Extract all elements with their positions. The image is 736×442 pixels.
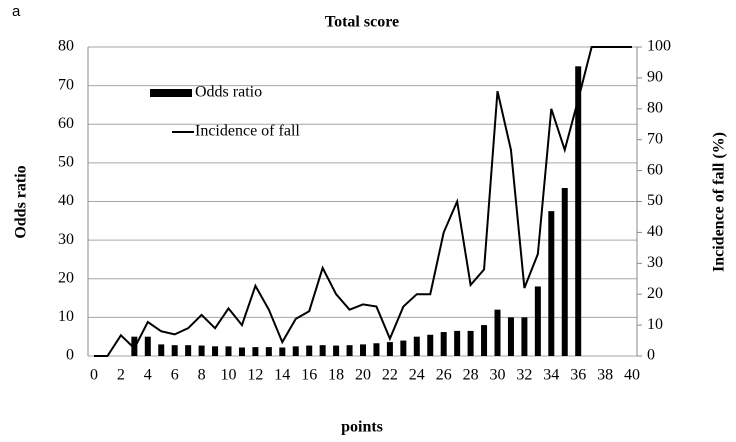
bar (360, 344, 366, 356)
x-tick-label: 16 (301, 367, 317, 384)
y-tick-label: 50 (58, 154, 74, 171)
bar (212, 346, 219, 356)
bar (144, 336, 151, 356)
y-axis-label: Odds ratio (13, 165, 30, 238)
bar (521, 317, 528, 356)
bar (306, 345, 313, 356)
bar (198, 345, 205, 356)
legend-label: Odds ratio (195, 84, 262, 101)
y-tick-label: 60 (58, 115, 74, 132)
bar (252, 347, 259, 356)
y2-axis-label: Incidence of fall (%) (711, 132, 728, 272)
y-tick-label: 0 (66, 347, 74, 364)
y2-tick-label: 70 (647, 130, 663, 147)
x-tick-label: 22 (382, 367, 398, 384)
x-tick-label: 26 (436, 367, 452, 384)
y-tick-label: 40 (58, 192, 74, 209)
bar (507, 317, 514, 356)
bar (171, 345, 178, 356)
x-tick-label: 28 (463, 367, 479, 384)
x-tick-label: 24 (409, 367, 425, 384)
bar (494, 309, 501, 356)
bar (333, 345, 340, 356)
legend-label: Incidence of fall (195, 123, 300, 140)
y-tick-label: 10 (58, 308, 74, 325)
y2-tick-label: 100 (647, 38, 671, 55)
y2-tick-label: 30 (647, 254, 663, 271)
y2-tick-label: 20 (647, 285, 663, 302)
y2-tick-label: 90 (647, 69, 663, 86)
x-tick-label: 30 (490, 367, 506, 384)
panel-label: a (12, 3, 21, 20)
x-axis-label: points (341, 419, 383, 436)
bar (467, 330, 474, 356)
bar (413, 336, 420, 356)
y2-tick-label: 10 (647, 316, 663, 333)
y-tick-label: 20 (58, 269, 74, 286)
x-tick-label: 18 (328, 367, 344, 384)
bar (548, 211, 555, 356)
bar (575, 66, 582, 356)
y-tick-label: 70 (58, 76, 74, 93)
x-tick-label: 34 (543, 367, 559, 384)
bar (373, 343, 380, 356)
x-tick-label: 36 (570, 367, 586, 384)
x-tick-label: 4 (144, 367, 152, 384)
legend-swatch (150, 89, 192, 97)
x-tick-label: 32 (516, 367, 532, 384)
line (94, 46, 632, 357)
x-tick-label: 38 (597, 367, 613, 384)
x-tick-label: 40 (624, 367, 640, 384)
x-tick-label: 8 (198, 367, 206, 384)
bar (346, 345, 353, 356)
y2-tick-label: 60 (647, 161, 663, 178)
y2-tick-label: 80 (647, 99, 663, 116)
x-tick-label: 12 (247, 367, 263, 384)
y2-tick-label: 0 (647, 347, 655, 364)
bar (561, 187, 568, 356)
x-tick-label: 20 (355, 367, 371, 384)
y2-tick-label: 40 (647, 223, 663, 240)
bar (481, 325, 488, 356)
x-tick-label: 14 (274, 367, 290, 384)
bar (386, 342, 393, 356)
bar (238, 347, 245, 356)
x-tick-label: 2 (117, 367, 125, 384)
bar (185, 345, 192, 356)
bar (440, 332, 447, 356)
chart-title: Total score (325, 14, 399, 31)
bar (265, 347, 272, 356)
bar (427, 334, 434, 356)
bar (292, 346, 299, 356)
bar (534, 286, 541, 356)
x-tick-label: 10 (221, 367, 237, 384)
x-tick-label: 0 (90, 367, 98, 384)
bar (319, 345, 326, 356)
bar (454, 330, 461, 356)
bar (400, 340, 407, 356)
y-tick-label: 80 (58, 38, 74, 55)
bar (225, 346, 232, 356)
x-tick-label: 6 (171, 367, 179, 384)
bar (158, 344, 165, 356)
y2-tick-label: 50 (647, 192, 663, 209)
y-tick-label: 30 (58, 231, 74, 248)
bar (279, 347, 286, 356)
